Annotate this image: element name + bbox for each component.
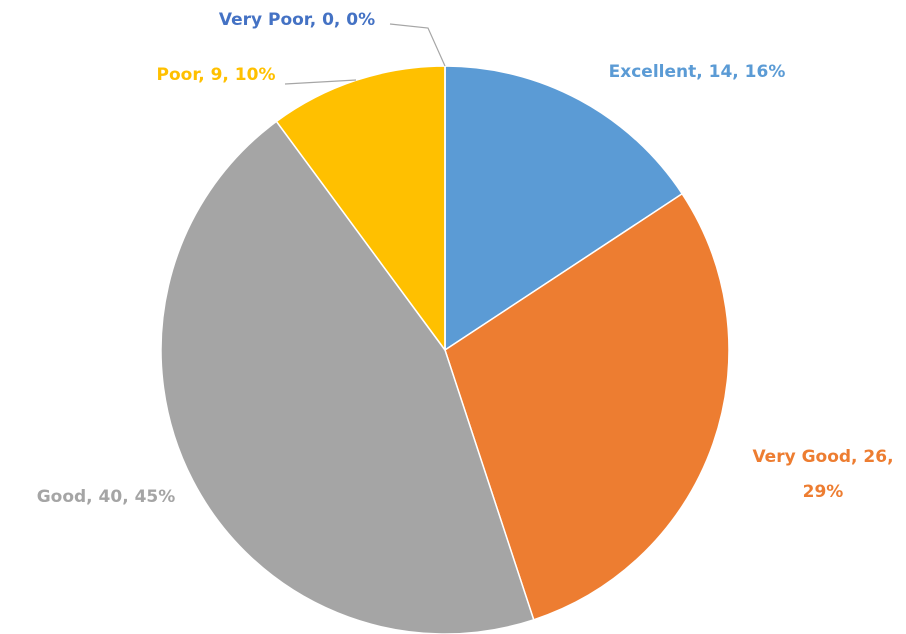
leader-line (284, 79, 357, 85)
pie-slice: Good (160, 120, 535, 634)
data-label: Good, 40, 45% (36, 487, 176, 507)
data-label: Excellent, 14, 16% (608, 62, 786, 82)
data-label: Poor, 9, 10% (156, 65, 276, 85)
pie-slice: Poor (275, 65, 446, 353)
pie-slice: Very Good (444, 192, 730, 621)
pie-slice: Excellent (444, 65, 684, 352)
data-label: Very Poor, 0, 0% (218, 10, 376, 30)
leader-line (389, 23, 446, 67)
data-label: Very Good, 26, 29% (752, 447, 894, 502)
